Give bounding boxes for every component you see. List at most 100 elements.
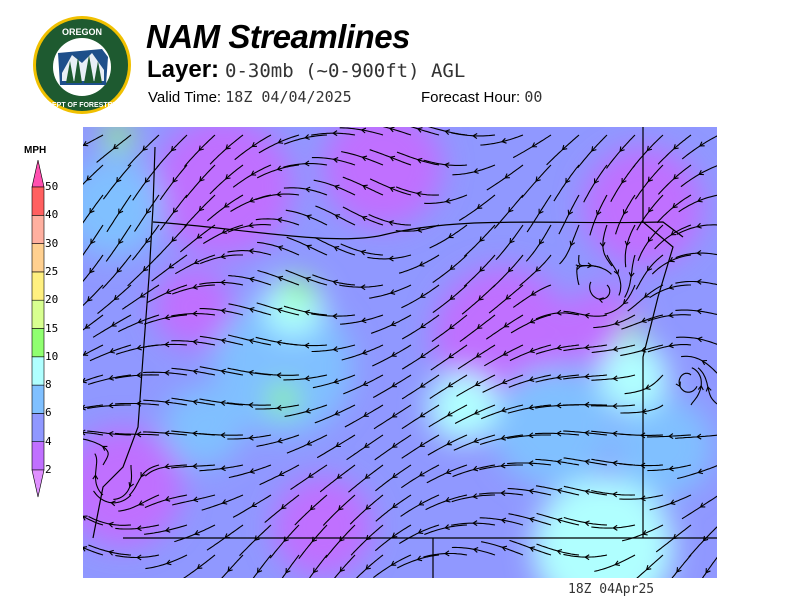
streamline-arrow	[164, 399, 170, 406]
streamline-arrow	[473, 437, 479, 444]
streamline-arrow	[584, 554, 590, 561]
streamline-arrow	[538, 208, 544, 215]
streamline-map	[83, 127, 717, 578]
streamline-arrow	[528, 376, 535, 382]
streamline-arrow	[673, 144, 679, 150]
streamline-arrow	[528, 404, 534, 411]
streamline-arrow	[612, 491, 618, 498]
streamline-arrow	[444, 162, 450, 169]
streamline-arrow	[250, 170, 257, 176]
streamline-arrow	[163, 341, 170, 348]
streamline-arrow	[696, 433, 702, 440]
streamline-arrow	[670, 230, 677, 236]
streamline-arrow	[613, 269, 620, 276]
streamline-arrow	[164, 369, 170, 376]
streamline-arrow	[416, 191, 422, 197]
colorbar-units: MPH	[24, 145, 47, 156]
streamline-arrow	[500, 517, 507, 524]
wind-speed-region	[598, 342, 668, 412]
streamline-arrow	[673, 174, 679, 180]
streamline-arrow	[135, 431, 142, 438]
streamline-arrow	[332, 130, 338, 137]
streamline-arrow	[640, 346, 647, 353]
streamline-arrow	[644, 384, 651, 390]
streamline-arrow	[277, 138, 284, 144]
streamline-arrow	[646, 265, 653, 272]
wind-speed-region	[273, 477, 373, 577]
streamline-arrow	[619, 146, 625, 152]
streamline	[83, 547, 104, 556]
streamline-arrow	[89, 208, 95, 214]
streamline-arrow	[165, 288, 172, 295]
colorbar-tick-label: 8	[45, 378, 52, 392]
streamline-arrow	[417, 528, 424, 535]
colorbar-segment	[31, 243, 45, 273]
streamline-arrow	[389, 155, 396, 162]
streamline-arrow	[277, 245, 284, 251]
streamline-arrow	[668, 465, 674, 472]
streamline-arrow	[83, 377, 87, 384]
streamline-arrow	[168, 263, 174, 269]
streamline-arrow	[304, 375, 310, 382]
streamline-arrow	[389, 127, 395, 133]
streamline-arrow	[500, 490, 506, 497]
streamline-arrow	[108, 431, 114, 437]
streamline-arrow	[591, 146, 597, 152]
streamline-arrow	[669, 499, 676, 505]
streamline-arrow	[418, 471, 425, 477]
streamline-arrow	[528, 488, 534, 495]
streamline-arrow	[622, 298, 629, 305]
streamline-arrow	[83, 515, 88, 521]
colorbar-tick-label: 2	[45, 463, 52, 476]
streamline-arrow	[612, 403, 618, 410]
streamline-arrow	[476, 323, 483, 330]
streamline-arrow	[556, 487, 563, 494]
colorbar-segment	[31, 356, 45, 386]
streamline-arrow	[140, 472, 146, 478]
valid-time-value: 18Z 04/04/2025	[225, 88, 352, 106]
streamline-arrow	[613, 320, 620, 326]
streamline-arrow	[448, 353, 454, 359]
streamline-arrow	[624, 240, 631, 247]
colorbar-tick-label: 20	[45, 293, 59, 307]
streamline-arrow	[647, 176, 654, 183]
streamline-arrow	[612, 460, 618, 467]
streamline-arrow	[247, 402, 254, 409]
streamline-arrow	[112, 143, 119, 150]
streamline-arrow	[705, 568, 711, 574]
streamline-arrow	[339, 536, 345, 542]
state-border-wa-or	[152, 221, 684, 240]
streamline-arrow	[249, 197, 255, 203]
streamline-arrow	[473, 168, 479, 174]
streamline-arrow	[556, 549, 563, 555]
streamline-arrow	[612, 430, 618, 437]
valid-time-label: Valid Time:	[148, 89, 222, 106]
streamline-arrow	[249, 468, 255, 474]
streamline-arrow	[389, 186, 395, 193]
streamline-arrow	[501, 137, 507, 144]
streamline-arrow	[220, 465, 226, 472]
streamline-arrow	[283, 536, 289, 543]
streamline-arrow	[584, 488, 590, 495]
forecast-hour-value: 00	[524, 88, 543, 106]
streamline-arrow	[219, 432, 226, 439]
streamline-arrow	[248, 248, 254, 255]
streamline-arrow	[277, 437, 283, 444]
streamline-arrow	[339, 566, 345, 573]
streamline-arrow	[416, 227, 423, 233]
colorbar-segment	[31, 299, 45, 329]
streamline-arrow	[478, 295, 484, 301]
streamline-arrow	[332, 157, 339, 163]
streamline-arrow	[696, 249, 702, 256]
streamline-arrow	[528, 516, 535, 523]
streamline-arrow	[389, 289, 396, 295]
streamline-arrow	[225, 174, 231, 180]
streamline-arrow	[479, 266, 485, 272]
streamline-arrow	[101, 445, 108, 451]
streamline-arrow	[220, 279, 226, 286]
streamline-arrow	[172, 207, 179, 214]
streamline-arrow	[332, 313, 338, 320]
streamline-arrow	[472, 133, 478, 139]
streamline-arrow	[198, 205, 205, 212]
streamline-arrow	[116, 177, 122, 183]
